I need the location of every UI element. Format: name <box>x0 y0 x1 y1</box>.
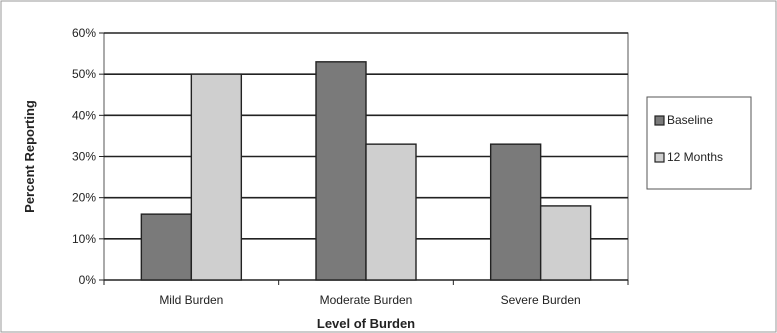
legend-swatch <box>654 152 665 163</box>
y-tick-label: 60% <box>72 26 96 40</box>
bar-baseline-severe-burden <box>489 143 542 281</box>
bar-baseline-mild-burden <box>140 213 193 281</box>
x-tick-label: Moderate Burden <box>320 293 413 307</box>
legend-label: Baseline <box>667 113 713 127</box>
y-tick-label: 50% <box>72 67 96 81</box>
legend-label: 12 Months <box>667 150 723 164</box>
y-tick-label: 30% <box>72 150 96 164</box>
legend-swatch <box>654 115 665 126</box>
bar-12-months-moderate-burden <box>365 143 417 281</box>
x-tick-label: Mild Burden <box>159 293 223 307</box>
legend: Baseline 12 Months <box>646 96 752 190</box>
bar-12-months-mild-burden <box>190 73 243 281</box>
y-tick-label: 0% <box>79 273 97 287</box>
x-tick-label: Severe Burden <box>501 293 581 307</box>
y-axis-title: Percent Reporting <box>22 100 37 213</box>
bar-12-months-severe-burden <box>539 205 592 281</box>
y-tick-label: 10% <box>72 232 96 246</box>
bar-baseline-moderate-burden <box>315 61 367 281</box>
legend-box <box>646 96 752 190</box>
y-tick-label: 20% <box>72 191 96 205</box>
bars <box>140 61 592 281</box>
y-tick-label: 40% <box>72 108 96 122</box>
x-axis-ticks: Mild Burden Moderate Burden Severe Burden <box>103 280 629 307</box>
y-axis-ticks: 0% 10% 20% 30% 40% 50% 60% <box>72 26 104 287</box>
x-axis-title: Level of Burden <box>317 316 415 331</box>
